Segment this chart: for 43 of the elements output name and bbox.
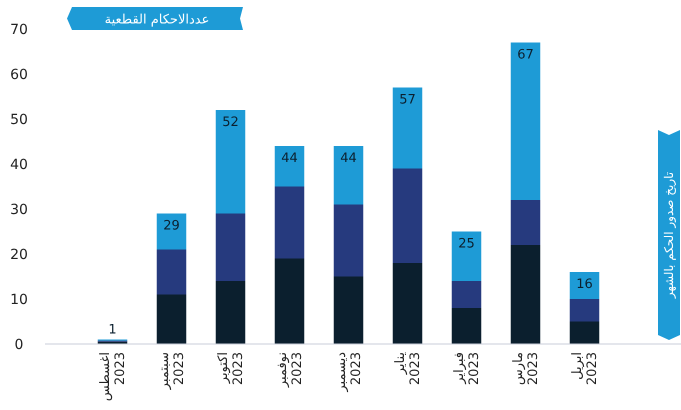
y-tick-label: 70 (10, 22, 28, 38)
bar (216, 281, 246, 344)
total-label: 1 (108, 322, 117, 338)
bar (334, 146, 364, 204)
bar (216, 214, 246, 281)
y-tick-label: 40 (10, 156, 28, 173)
y-axis-title: تاريخ صدور الحكم بالشهر (662, 172, 676, 300)
total-label: 44 (281, 151, 298, 166)
total-label: 16 (576, 277, 593, 292)
bar (156, 294, 186, 344)
bar (216, 110, 246, 214)
bar (334, 276, 364, 344)
y-tick-label: 0 (14, 336, 24, 353)
bar (156, 250, 186, 294)
bar (392, 88, 422, 168)
bar (452, 232, 482, 281)
bar (452, 308, 482, 344)
bar (570, 272, 600, 299)
y-tick-label: 10 (10, 292, 28, 308)
bar (570, 322, 600, 344)
bar (510, 200, 540, 245)
total-label: 44 (340, 151, 357, 166)
y-tick-label: 60 (10, 66, 28, 83)
bar (274, 186, 304, 258)
chart-title: عددالاحكام القطعية (104, 12, 210, 28)
bar (156, 214, 186, 250)
total-label: 25 (458, 236, 475, 252)
total-label: 29 (163, 218, 180, 234)
bar (510, 42, 540, 200)
bar (392, 168, 422, 263)
bar (274, 258, 304, 344)
bar (392, 263, 422, 344)
total-label: 52 (222, 115, 239, 130)
bar (510, 245, 540, 344)
bar (274, 146, 304, 186)
total-label: 57 (399, 92, 416, 108)
bar (452, 281, 482, 308)
y-tick-label: 50 (10, 112, 28, 128)
bar (570, 299, 600, 322)
bar (334, 204, 364, 276)
y-tick-label: 20 (10, 246, 28, 263)
y-tick-label: 30 (10, 202, 28, 218)
total-label: 67 (517, 48, 534, 62)
